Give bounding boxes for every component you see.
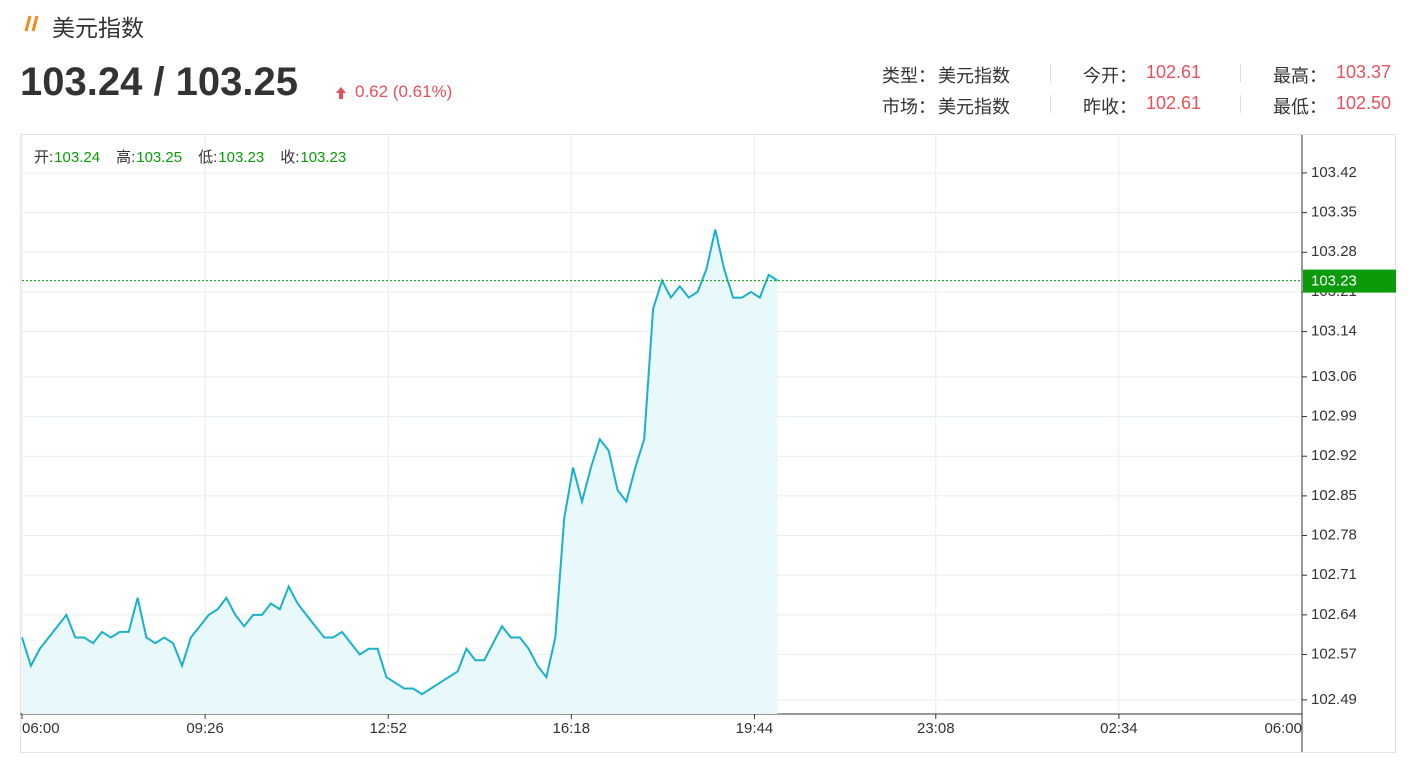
info-label: 昨收： [1083, 97, 1137, 117]
ohlc-label: 收: [280, 149, 299, 166]
y-tick-label: 103.35 [1311, 204, 1357, 221]
info-label: 最低： [1273, 97, 1327, 117]
y-tick-label: 103.06 [1311, 368, 1357, 385]
x-tick-label: 23:08 [917, 720, 955, 737]
info-value: 102.61 [1146, 93, 1202, 113]
y-tick-label: 102.49 [1311, 691, 1357, 708]
x-tick-label: 06:00 [22, 720, 60, 737]
info-value: 103.37 [1336, 62, 1392, 82]
change: 0.62 (0.61%) [355, 82, 453, 101]
chart-frame [20, 134, 1396, 753]
x-tick-label: 16:18 [553, 720, 591, 737]
y-tick-label: 103.28 [1311, 243, 1357, 260]
x-tick-label: 19:44 [736, 720, 774, 737]
x-tick-label: 02:34 [1100, 720, 1138, 737]
separator [1050, 95, 1051, 113]
y-tick-label: 102.92 [1311, 447, 1357, 464]
ohlc-value: 103.23 [218, 149, 264, 166]
y-tick-label: 103.42 [1311, 164, 1357, 181]
x-tick-label: 12:52 [369, 720, 407, 737]
separator [1050, 64, 1051, 82]
area [22, 229, 778, 714]
separator [1240, 95, 1241, 113]
ohlc-value: 103.25 [136, 149, 182, 166]
up-arrow [336, 87, 346, 99]
y-tick-label: 102.85 [1311, 487, 1357, 504]
ohlc-value: 103.24 [54, 149, 100, 166]
y-tick-label: 102.57 [1311, 645, 1357, 662]
info-label: 市场： [882, 97, 936, 117]
x-tick-label: 09:26 [186, 720, 224, 737]
info-value: 102.50 [1336, 93, 1392, 113]
separator [1240, 64, 1241, 82]
price: 103.24 / 103.25 [20, 60, 299, 104]
y-tick-label: 102.78 [1311, 527, 1357, 544]
logo-icon [24, 15, 39, 32]
ohlc-label: 低: [198, 149, 217, 166]
info-value: 美元指数 [938, 97, 1010, 117]
price-line [21, 229, 779, 696]
x-tick-label: 06:00 [1264, 720, 1302, 737]
info-label: 类型： [882, 66, 936, 86]
current-price-label: 103.23 [1311, 273, 1357, 290]
ohlc-label: 开: [34, 149, 53, 166]
y-tick-label: 102.64 [1311, 606, 1357, 623]
ohlc-value: 103.23 [300, 149, 346, 166]
info-label: 今开： [1083, 66, 1137, 86]
ohlc-label: 高: [116, 149, 135, 166]
info-label: 最高： [1273, 66, 1327, 86]
y-tick-label: 102.71 [1311, 566, 1357, 583]
page-title: 美元指数 [52, 15, 144, 41]
info-value: 美元指数 [938, 66, 1010, 86]
current-price-tag [1303, 269, 1396, 293]
y-tick-label: 102.99 [1311, 408, 1357, 425]
y-tick-label: 103.14 [1311, 323, 1357, 340]
info-value: 102.61 [1146, 62, 1202, 82]
